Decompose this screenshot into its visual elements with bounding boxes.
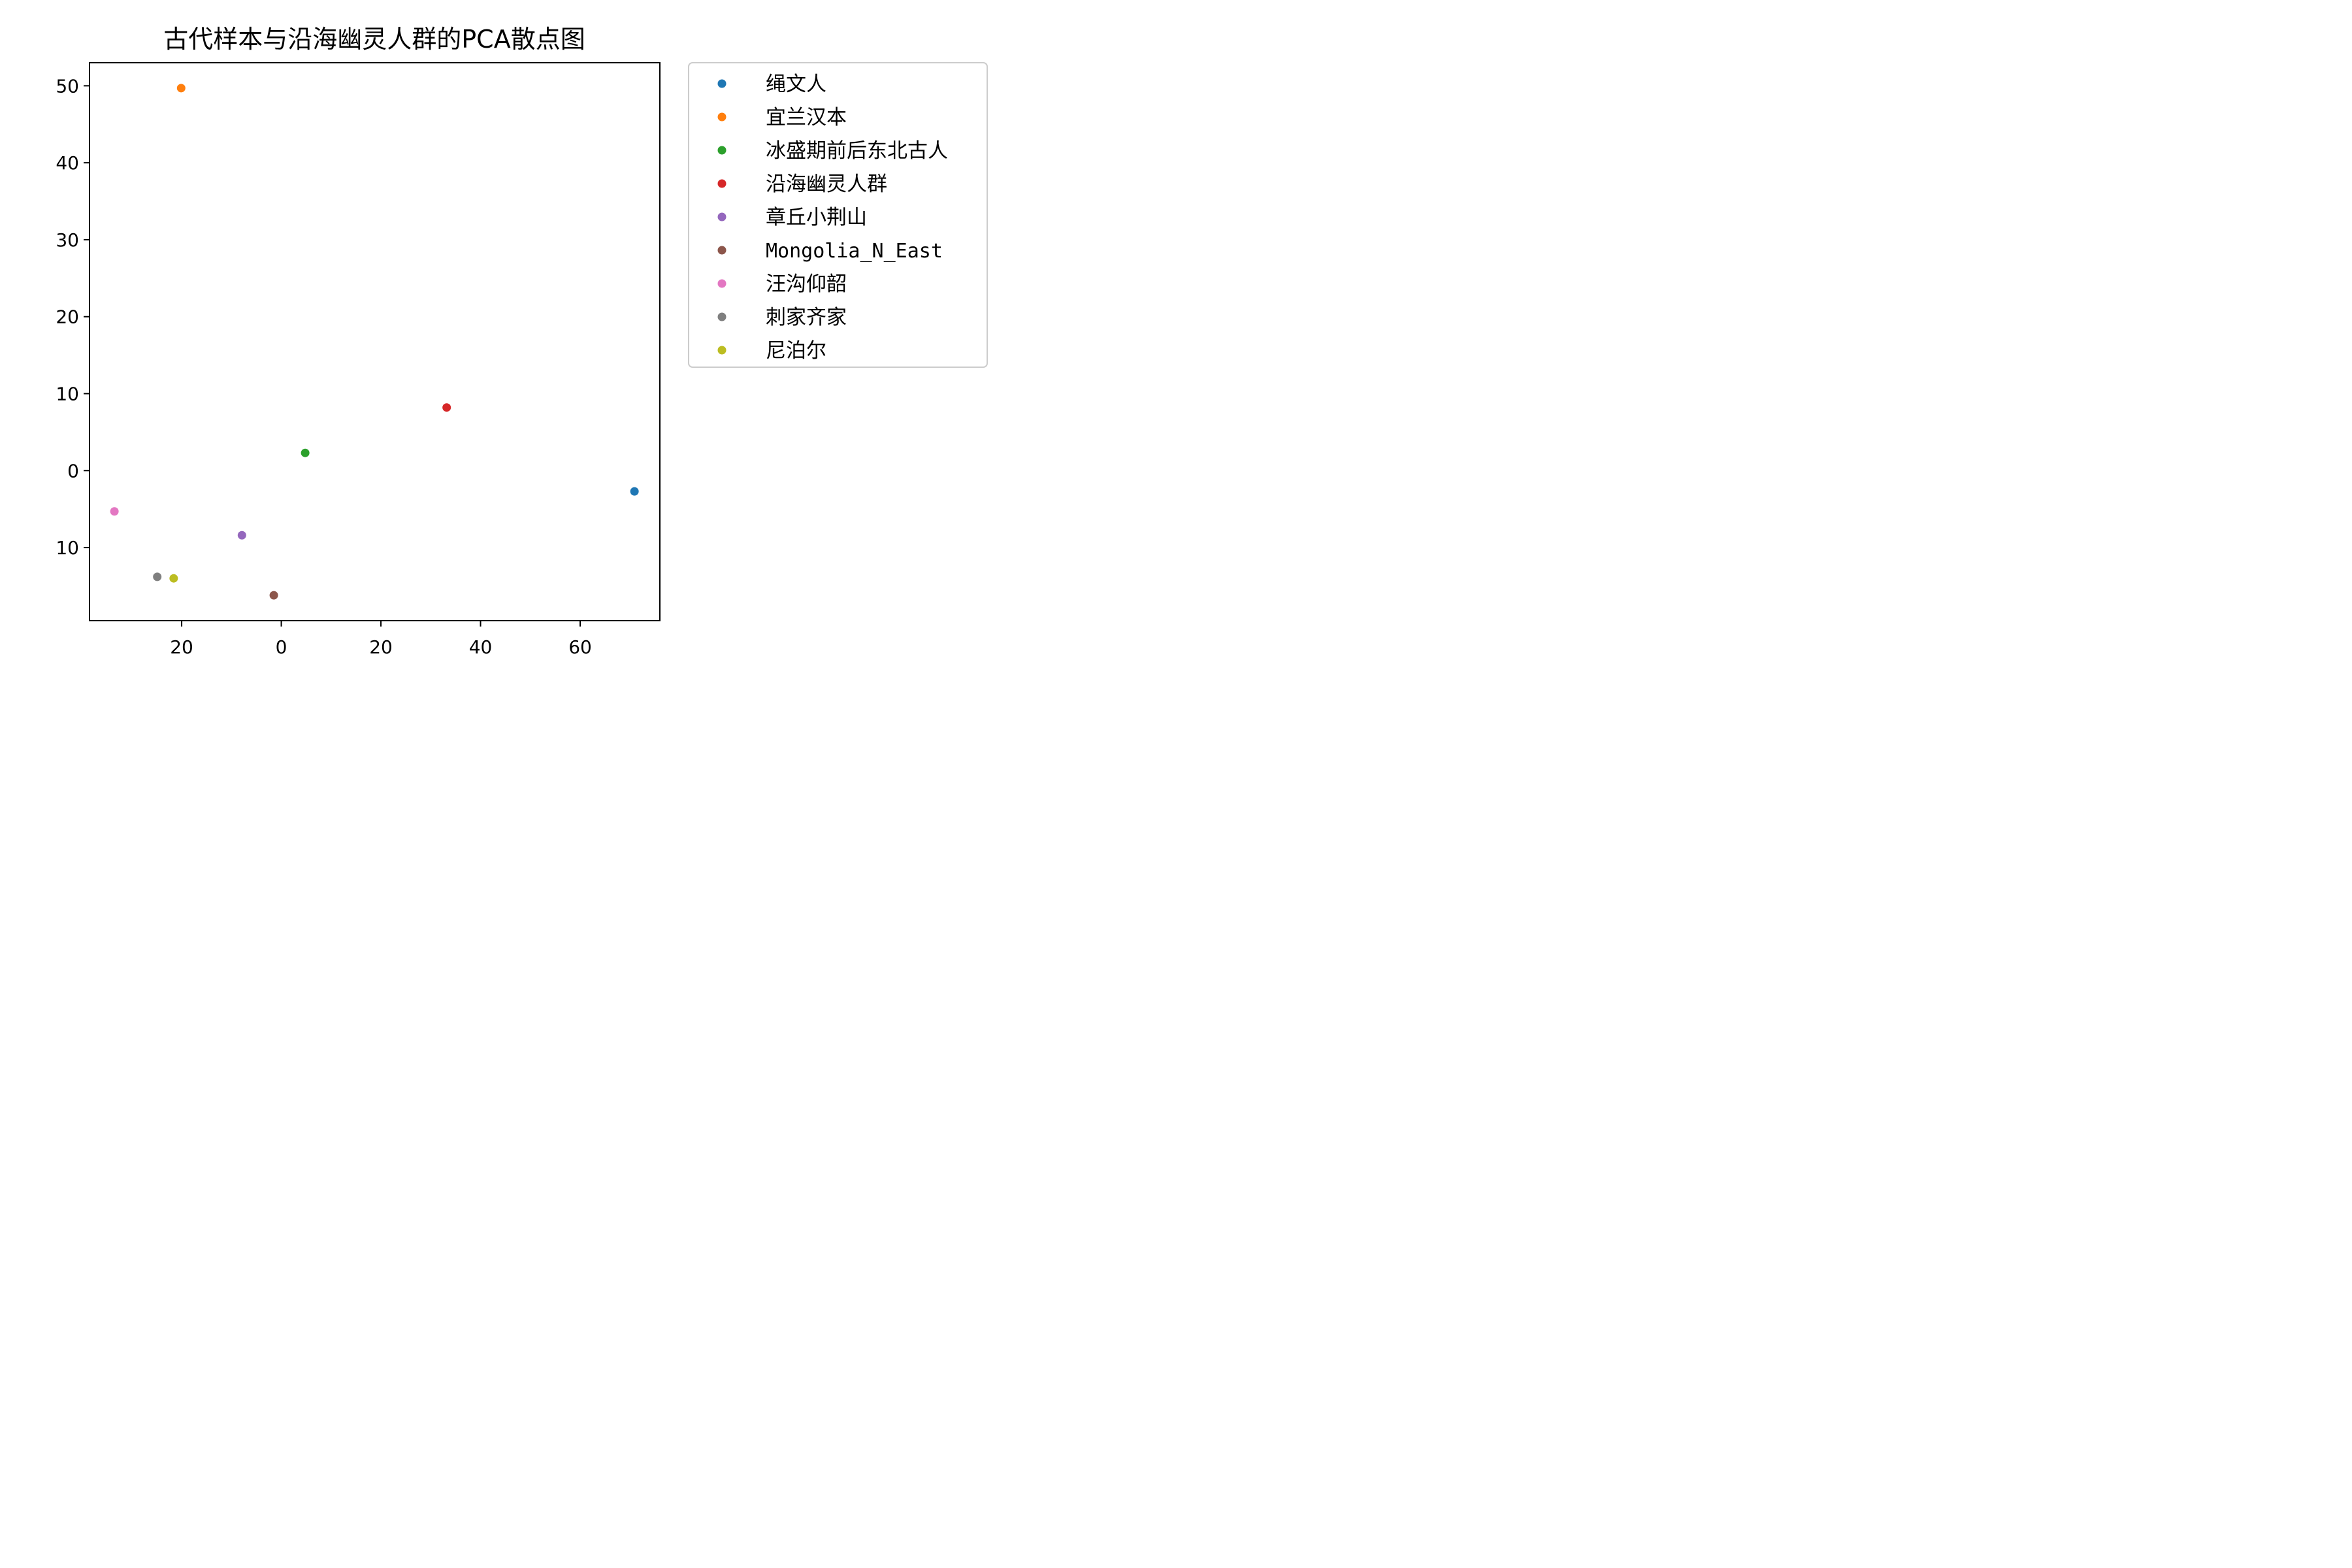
y-tick-label: 20 bbox=[56, 306, 79, 328]
data-point bbox=[301, 448, 310, 457]
y-tick-label: 50 bbox=[56, 75, 79, 97]
x-tick-label: 20 bbox=[170, 636, 193, 658]
y-tick-label: 0 bbox=[67, 460, 79, 482]
legend-label: 沿海幽灵人群 bbox=[766, 172, 887, 196]
data-point bbox=[110, 507, 119, 516]
legend-marker bbox=[717, 212, 727, 221]
x-tick-label: 60 bbox=[568, 636, 592, 658]
data-point bbox=[630, 487, 639, 496]
legend-label: 章丘小荆山 bbox=[766, 206, 867, 229]
data-points bbox=[110, 84, 639, 600]
chart-figure: 古代样本与沿海幽灵人群的PCA散点图 20 0 20 40 60 10 0 10 20 30 40… bbox=[0, 0, 1007, 672]
legend-label: 绳文人 bbox=[766, 73, 826, 96]
data-point bbox=[169, 574, 178, 583]
legend-label: 汪沟仰韶 bbox=[766, 272, 847, 296]
data-point bbox=[153, 572, 162, 581]
legend-label: 宜兰汉本 bbox=[766, 106, 847, 129]
data-point bbox=[237, 531, 246, 540]
legend-marker bbox=[717, 246, 727, 255]
legend-marker bbox=[717, 179, 727, 188]
legend-marker bbox=[717, 346, 727, 355]
y-tick-label: 40 bbox=[56, 152, 79, 174]
chart-title: 古代样本与沿海幽灵人群的PCA散点图 bbox=[163, 25, 585, 54]
plot-frame bbox=[89, 62, 661, 621]
data-point bbox=[442, 403, 451, 412]
legend-marker bbox=[717, 312, 727, 321]
scatter-chart: 古代样本与沿海幽灵人群的PCA散点图 20 0 20 40 60 10 0 10 20 30 40… bbox=[56, 25, 988, 658]
legend-marker bbox=[717, 279, 727, 288]
legend-marker bbox=[717, 146, 727, 155]
legend-label: 尼泊尔 bbox=[766, 339, 826, 363]
legend-marker bbox=[717, 112, 727, 122]
plot-area: 20 0 20 40 60 10 0 10 20 30 40 50 bbox=[56, 62, 661, 658]
legend-label: 刺家齐家 bbox=[766, 306, 847, 329]
legend-marker bbox=[717, 79, 727, 88]
y-tick-label: 10 bbox=[56, 384, 79, 405]
x-tick-label: 0 bbox=[276, 636, 287, 658]
x-axis: 20 0 20 40 60 bbox=[170, 621, 592, 658]
legend-frame bbox=[688, 62, 988, 368]
legend-label: 冰盛期前后东北古人 bbox=[766, 139, 948, 163]
x-tick-label: 20 bbox=[369, 636, 393, 658]
x-tick-label: 40 bbox=[469, 636, 493, 658]
data-point bbox=[269, 591, 278, 600]
legend-label: Mongolia_N_East bbox=[766, 240, 943, 263]
y-tick-label: 30 bbox=[56, 229, 79, 251]
data-point bbox=[176, 84, 186, 93]
y-axis: 10 0 10 20 30 40 50 bbox=[56, 75, 90, 559]
y-tick-label: 10 bbox=[56, 537, 79, 559]
